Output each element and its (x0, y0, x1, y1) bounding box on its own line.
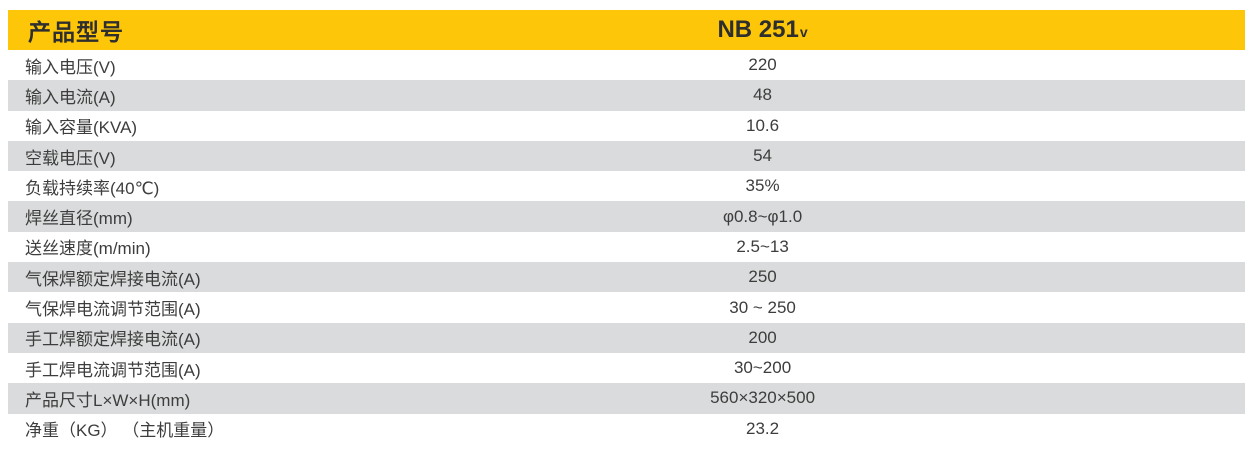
spec-rows: 输入电压(V) 220 输入电流(A) 48 输入容量(KVA) 10.6 空载电压(V) 5… (8, 50, 1245, 444)
spec-row: 输入电压(V) 220 (8, 50, 1245, 81)
spec-row: 手工焊额定焊接电流(A) 200 (8, 322, 1245, 353)
spec-row-value: 200 (748, 327, 777, 347)
spec-row-label: 负载持续率(40℃) (25, 178, 160, 198)
spec-row-label: 手工焊电流调节范围(A) (25, 360, 201, 380)
spec-row-value: 2.5~13 (736, 236, 789, 256)
spec-row-label: 焊丝直径(mm) (25, 209, 133, 229)
spec-row-label: 净重（KG） （主机重量） (25, 421, 225, 441)
spec-row: 输入容量(KVA) 10.6 (8, 110, 1245, 141)
spec-row-label: 送丝速度(m/min) (25, 239, 151, 259)
spec-row-value: 48 (753, 85, 773, 105)
spec-row: 气保焊额定焊接电流(A) 250 (8, 262, 1245, 293)
spec-row: 空载电压(V) 54 (8, 140, 1245, 172)
spec-row-value: 250 (748, 267, 777, 287)
spec-row-label: 输入容量(KVA) (25, 118, 138, 138)
spec-row: 气保焊电流调节范围(A) 30 ~ 250 (8, 292, 1245, 323)
spec-row-label: 气保焊额定焊接电流(A) (25, 269, 201, 289)
spec-row: 手工焊电流调节范围(A) 30~200 (8, 352, 1245, 384)
spec-row: 净重（KG） （主机重量） 23.2 (8, 413, 1245, 444)
model-name: NB 251 (717, 16, 799, 43)
spec-row: 焊丝直径(mm) φ0.8~φ1.0 (8, 201, 1245, 232)
spec-table: 产品型号 NB 251v 输入电压(V) 220 输入电流(A) 48 输入容量(KVA… (8, 10, 1245, 444)
spec-row-value: 220 (748, 55, 777, 75)
spec-row: 输入电流(A) 48 (8, 80, 1245, 111)
spec-row-label: 手工焊额定焊接电流(A) (25, 330, 201, 350)
spec-row-value: 30 ~ 250 (729, 297, 796, 317)
spec-row-value: 23.2 (746, 418, 780, 438)
spec-row: 送丝速度(m/min) 2.5~13 (8, 231, 1245, 263)
spec-row-label: 产品尺寸L×W×H(mm) (25, 390, 191, 410)
spec-row-value: 10.6 (746, 115, 780, 135)
spec-row-label: 输入电压(V) (25, 57, 116, 77)
spec-row: 负载持续率(40℃) 35% (8, 171, 1245, 202)
header-product-model-label: 产品型号 (28, 19, 124, 45)
spec-row-value: φ0.8~φ1.0 (722, 206, 803, 226)
header-model-value: NB 251v (503, 16, 1023, 44)
spec-table-header: 产品型号 NB 251v (8, 10, 1245, 50)
spec-row-value: 30~200 (733, 358, 792, 378)
spec-row-value: 54 (753, 146, 773, 166)
spec-row-label: 输入电流(A) (25, 87, 116, 107)
spec-row-label: 气保焊电流调节范围(A) (25, 300, 201, 320)
spec-row-value: 35% (745, 176, 780, 196)
spec-row-value: 560×320×500 (710, 388, 816, 408)
spec-row-label: 空载电压(V) (25, 148, 116, 168)
spec-row: 产品尺寸L×W×H(mm) 560×320×500 (8, 383, 1245, 414)
model-suffix: v (799, 24, 808, 40)
